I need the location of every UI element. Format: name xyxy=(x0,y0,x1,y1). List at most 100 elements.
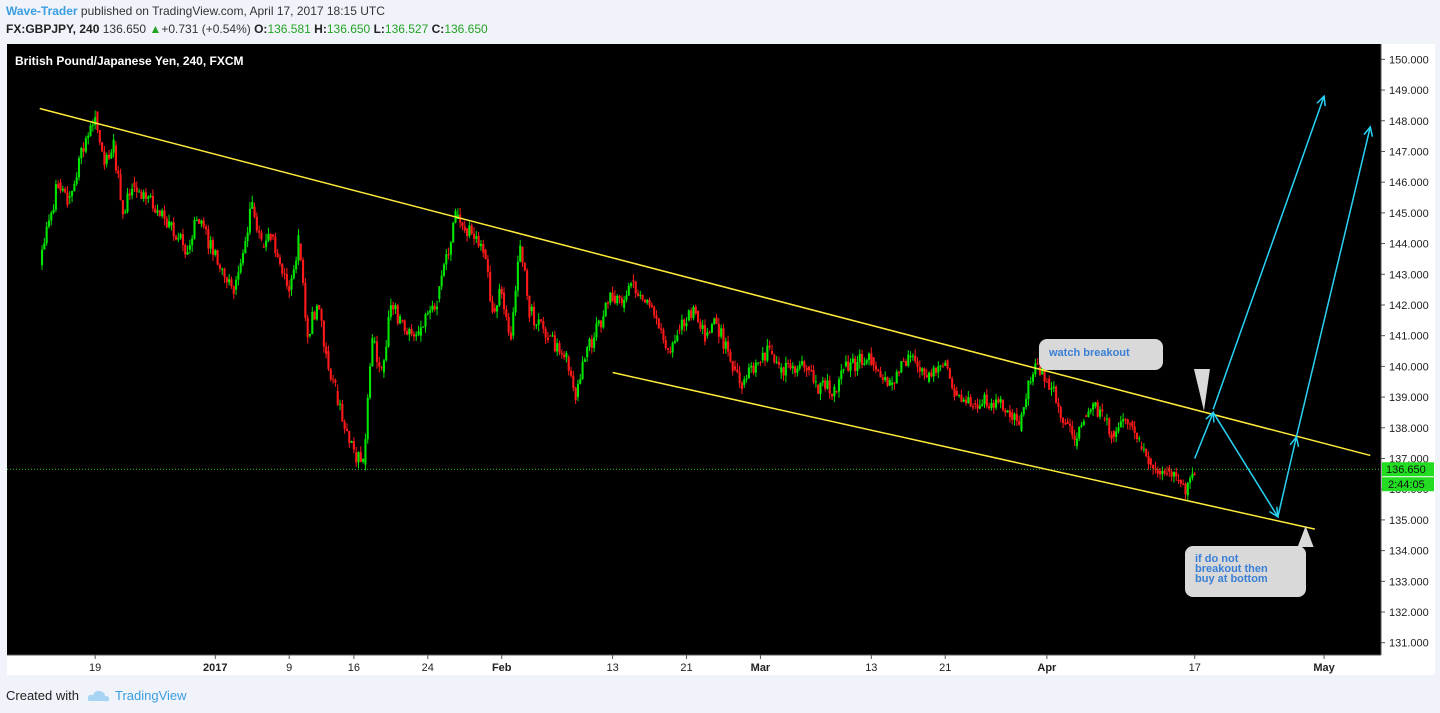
candle-body xyxy=(798,364,801,369)
candle-body xyxy=(382,360,385,373)
candle-body xyxy=(1036,363,1039,365)
candle-body xyxy=(1098,409,1102,417)
candle-body xyxy=(1057,402,1060,408)
candle-body xyxy=(332,379,335,381)
candle-body xyxy=(1075,438,1078,447)
candle-body xyxy=(1154,468,1157,470)
candle-body xyxy=(1064,423,1067,425)
candle-body xyxy=(500,288,503,295)
candle-body xyxy=(80,147,83,159)
candle-body xyxy=(934,367,938,373)
candle-body xyxy=(1126,419,1129,424)
candle-body xyxy=(551,335,554,337)
candle-body xyxy=(780,367,783,373)
tradingview-link[interactable]: TradingView xyxy=(114,688,187,703)
candle-body xyxy=(214,250,217,255)
candle-body xyxy=(951,378,954,389)
candle-body xyxy=(1029,381,1032,383)
candle-body xyxy=(191,238,194,246)
candle-body xyxy=(907,354,910,366)
arrow-segment[interactable] xyxy=(1194,412,1214,459)
arrow-segment[interactable] xyxy=(1212,412,1279,518)
candle-body xyxy=(172,222,175,237)
y-tick-label: 142.000 xyxy=(1389,300,1429,312)
candle-body xyxy=(426,312,429,315)
candle-body xyxy=(886,377,889,386)
candle-body xyxy=(329,369,332,380)
candle-body xyxy=(574,387,577,400)
candle-body xyxy=(837,379,841,392)
author-link[interactable]: Wave-Trader xyxy=(6,4,78,18)
x-tick-label: 16 xyxy=(348,662,360,674)
arrow-segment[interactable] xyxy=(1295,126,1372,438)
candle-body xyxy=(276,253,279,258)
candle-body xyxy=(526,270,529,296)
candle-body xyxy=(45,226,48,244)
published-text: published on TradingView.com, April 17, … xyxy=(77,4,385,18)
callout-box[interactable] xyxy=(1039,339,1163,370)
candle-body xyxy=(311,311,314,335)
candle-body xyxy=(107,154,111,159)
footer: Created with TradingView xyxy=(6,688,187,703)
close-label: C: xyxy=(431,22,445,36)
y-tick-label: 148.000 xyxy=(1389,116,1429,128)
candle-body xyxy=(1112,430,1115,437)
candle-body xyxy=(498,288,501,306)
candle-body xyxy=(937,366,940,373)
candle-body xyxy=(590,338,593,348)
price-change: +0.731 (+0.54%) xyxy=(161,22,251,36)
y-tick-label: 131.000 xyxy=(1389,638,1429,650)
candle-body xyxy=(1168,467,1171,472)
candle-body xyxy=(359,452,362,462)
last-price: 136.650 xyxy=(102,22,147,36)
candle-body xyxy=(348,431,351,443)
candle-body xyxy=(1193,473,1196,475)
candle-body xyxy=(1092,403,1095,410)
candle-body xyxy=(188,245,191,250)
candle-body xyxy=(225,277,228,283)
candle-body xyxy=(366,397,369,440)
candle-body xyxy=(415,334,418,337)
candle-body xyxy=(821,380,824,383)
candle-body xyxy=(1020,414,1023,431)
trendline[interactable] xyxy=(39,107,1371,457)
candle-body xyxy=(486,259,489,272)
candle-body xyxy=(181,234,184,246)
candle-body xyxy=(521,246,524,263)
candle-body xyxy=(863,363,866,365)
candle-body xyxy=(98,130,101,143)
candle-body xyxy=(1006,410,1009,413)
candle-body xyxy=(410,328,413,334)
candle-body xyxy=(290,278,293,290)
candle-body xyxy=(343,421,346,429)
candle-body xyxy=(1122,419,1125,422)
candle-body xyxy=(985,394,988,407)
callout-box[interactable] xyxy=(1185,546,1306,597)
candle-body xyxy=(477,236,480,247)
candle-body xyxy=(710,324,713,333)
candle-body xyxy=(1142,448,1145,450)
candle-body xyxy=(921,368,924,372)
candle-body xyxy=(958,394,961,396)
candle-body xyxy=(334,380,337,383)
candle-body xyxy=(380,366,383,368)
arrow-segment[interactable] xyxy=(1277,436,1298,518)
candle-body xyxy=(579,378,582,384)
candle-body xyxy=(484,249,487,260)
candle-body xyxy=(946,360,949,369)
candle-body xyxy=(255,216,258,231)
candle-body xyxy=(281,263,284,274)
candle-body xyxy=(916,361,919,368)
candle-body xyxy=(114,145,117,171)
price-chart[interactable]: 150.000 149.000 148.000 147.000 146.000 145.0… xyxy=(7,44,1435,675)
candle-body xyxy=(1025,399,1028,408)
candle-body xyxy=(847,361,850,371)
candle-body xyxy=(565,353,568,358)
candle-body xyxy=(1124,419,1127,421)
candle-body xyxy=(981,403,984,406)
candle-body xyxy=(140,191,143,199)
trendline[interactable] xyxy=(612,371,1316,530)
candle-body xyxy=(826,380,829,389)
candle-body xyxy=(805,367,808,371)
arrow-segment[interactable] xyxy=(1212,95,1325,410)
